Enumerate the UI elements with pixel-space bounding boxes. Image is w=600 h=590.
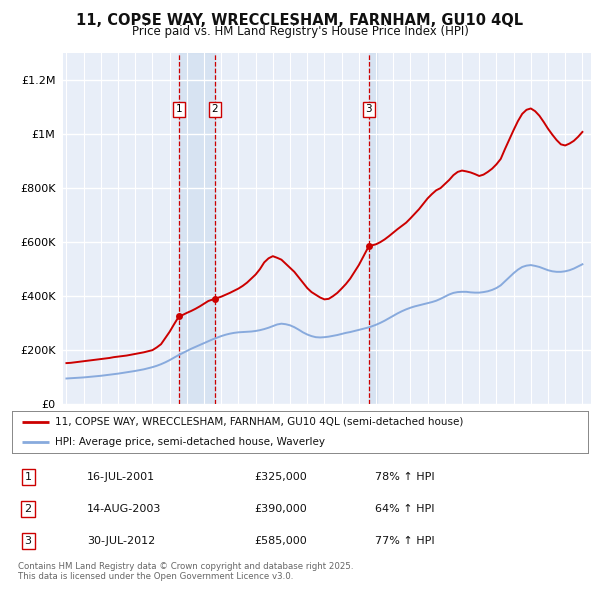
Text: Contains HM Land Registry data © Crown copyright and database right 2025.
This d: Contains HM Land Registry data © Crown c… [18,562,353,581]
Text: 78% ↑ HPI: 78% ↑ HPI [375,472,434,482]
Text: 30-JUL-2012: 30-JUL-2012 [87,536,155,546]
Bar [179,53,215,404]
Text: £585,000: £585,000 [254,536,307,546]
Text: HPI: Average price, semi-detached house, Waverley: HPI: Average price, semi-detached house,… [55,437,325,447]
Text: 77% ↑ HPI: 77% ↑ HPI [375,536,434,546]
Text: 1: 1 [176,104,182,114]
Text: 3: 3 [25,536,32,546]
Text: 2: 2 [211,104,218,114]
Text: £390,000: £390,000 [254,504,307,514]
Text: 11, COPSE WAY, WRECCLESHAM, FARNHAM, GU10 4QL: 11, COPSE WAY, WRECCLESHAM, FARNHAM, GU1… [76,13,524,28]
Bar [369,53,377,404]
Text: 11, COPSE WAY, WRECCLESHAM, FARNHAM, GU10 4QL (semi-detached house): 11, COPSE WAY, WRECCLESHAM, FARNHAM, GU1… [55,417,464,427]
Text: 64% ↑ HPI: 64% ↑ HPI [375,504,434,514]
Text: Price paid vs. HM Land Registry's House Price Index (HPI): Price paid vs. HM Land Registry's House … [131,25,469,38]
Text: 3: 3 [365,104,372,114]
Text: 2: 2 [25,504,32,514]
Text: 1: 1 [25,472,32,482]
Text: £325,000: £325,000 [254,472,307,482]
Text: 14-AUG-2003: 14-AUG-2003 [87,504,161,514]
Text: 16-JUL-2001: 16-JUL-2001 [87,472,155,482]
